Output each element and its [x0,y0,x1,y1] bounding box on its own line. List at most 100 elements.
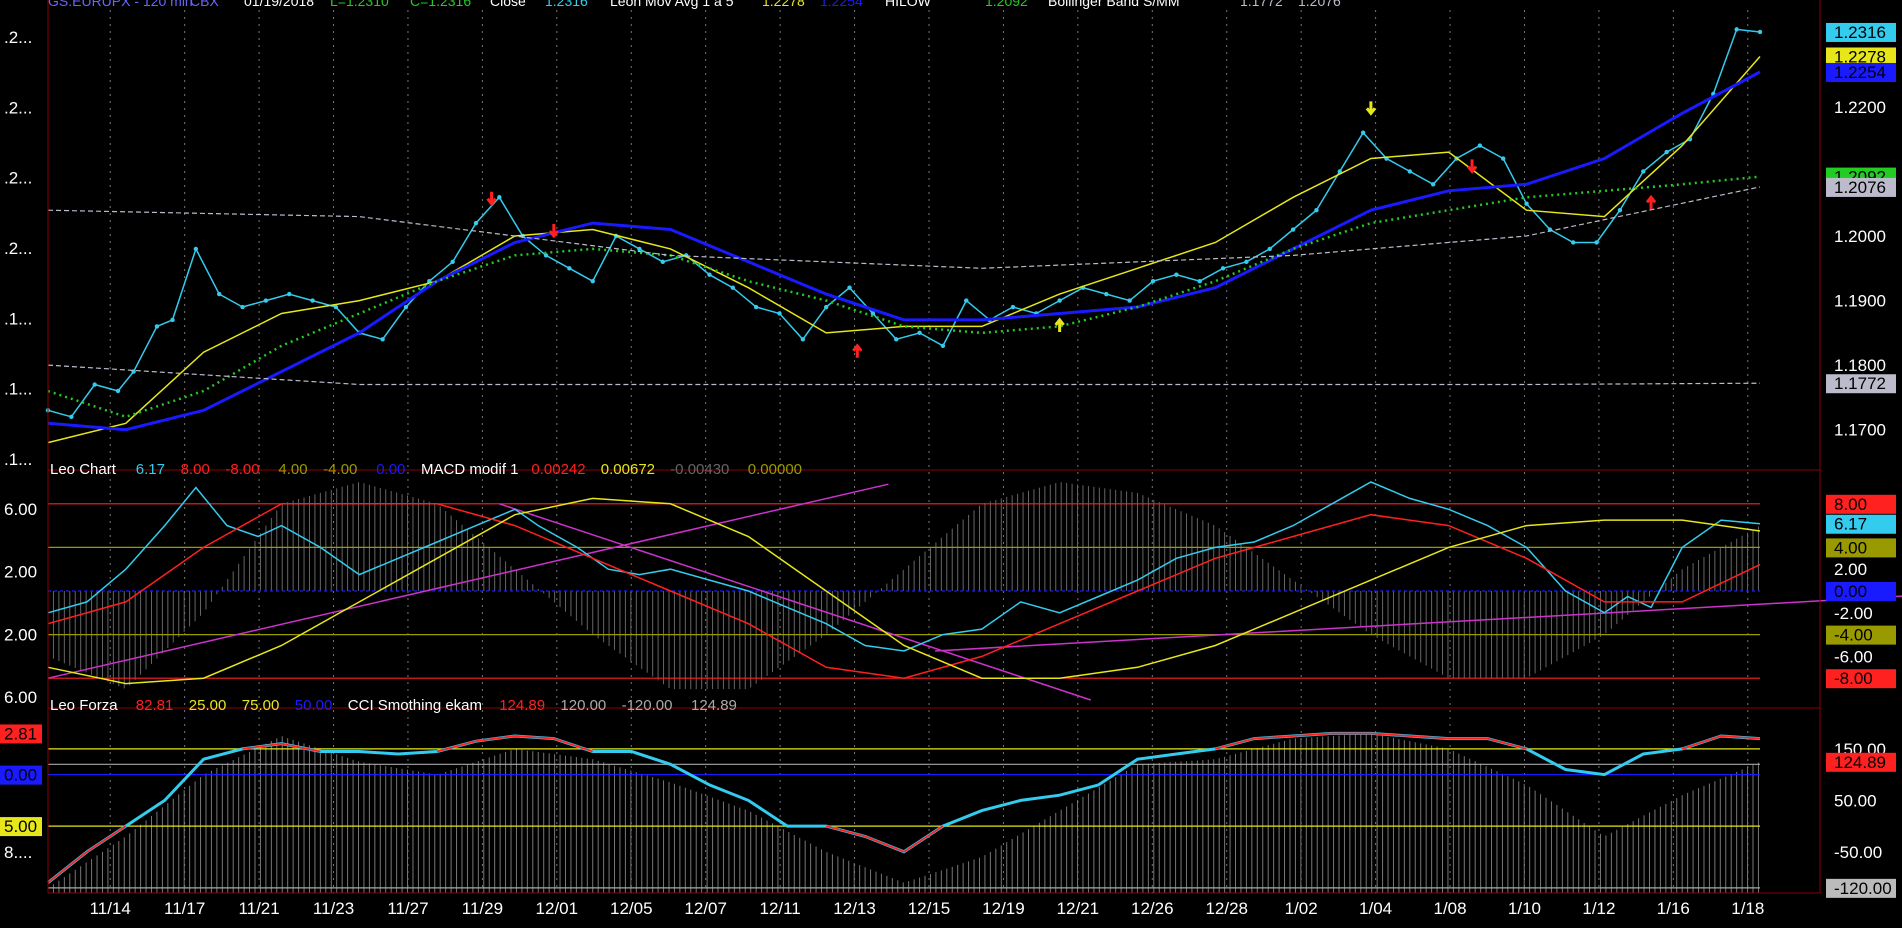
right-label-bg [1826,494,1896,514]
left-tick-label: .2... [4,239,32,258]
forza-extreme-segment [1254,735,1294,740]
legend-item: CCI Smothing ekam [348,697,482,714]
trendline [47,483,889,679]
legend-item: -0.00430 [670,461,729,478]
legend-item: Leo Forza [50,697,118,714]
y-tick-label: 1.1700 [1834,421,1886,440]
close-point [1430,182,1436,187]
close-point [1757,29,1763,35]
close-point [1501,156,1506,161]
forza-extreme-segment [242,742,282,750]
legend-item: 0.00 [376,461,405,478]
forza-extreme-segment [86,825,127,853]
x-tick-label: 12/11 [759,899,800,918]
x-tick-label: 12/13 [833,899,876,918]
right-label-bg [1826,625,1896,645]
close-point [823,304,829,310]
right-axis-label: -4.00 [1834,626,1873,645]
close-point [115,388,121,394]
close-point [263,298,269,303]
forza-extreme-segment [1215,737,1255,750]
close-point [1407,169,1413,174]
right-axis-label: -2.00 [1834,604,1873,623]
signal-arrow-down [548,224,559,239]
x-tick-label: 12/28 [1205,899,1248,918]
bb-v2: 1.2076 [1298,0,1341,9]
y-tick-label: 1.2200 [1834,98,1886,117]
close-point [894,337,899,342]
legend-item: 0.00672 [601,461,655,478]
legend-item: 6.17 [136,461,165,478]
close-point [450,259,455,265]
legend-item: 124.89 [691,697,737,714]
forza-extreme-segment [825,825,866,838]
signal-arrow-up [1645,194,1657,210]
right-axis-label: 1.2254 [1834,63,1886,82]
legend-item: -4.00 [323,461,357,478]
signal-arrow-up [852,343,863,358]
close-point [1127,298,1132,303]
right-label-bg [1826,582,1896,601]
x-tick-label: 12/07 [684,899,727,918]
right-axis-label: -8.00 [1834,669,1873,688]
legend-item: 0.00242 [531,461,585,478]
left-label-bg [0,724,42,744]
x-tick-label: 1/08 [1433,899,1466,918]
date-label: 01/19/2018 [244,0,314,9]
legend-item: Leo Chart [50,461,117,478]
x-tick-label: 12/05 [610,899,653,918]
right-label-bg [1826,514,1896,534]
left-tick-label: 6.00 [4,688,37,707]
x-tick-label: 11/21 [238,899,279,918]
right-axis-label: 50.00 [1834,791,1877,810]
forza-extreme-segment [514,735,554,740]
right-axis-label: 4.00 [1834,538,1867,557]
left-tick-label: 8.... [4,843,32,862]
right-label-bg [1826,669,1896,689]
close-point [1337,169,1342,174]
right-axis-label: 8.00 [1834,495,1867,514]
close-point [1290,227,1296,232]
series-line-1-2 [47,497,1761,685]
mov-avg-v1: 1.2278 [762,0,805,9]
forza-extreme-segment [1487,737,1527,750]
legend-item: 0.00000 [748,461,802,478]
legend-item: 82.81 [136,697,174,714]
close-point [287,291,292,297]
low-label: L=1.2310 [330,0,389,9]
x-tick-label: 1/18 [1731,899,1764,918]
right-label-bg [1826,878,1896,898]
left-tick-label: .2... [4,169,32,188]
close-point [1524,201,1529,206]
left-tick-label: .1... [4,380,32,399]
forza-extreme-segment [1293,732,1333,737]
close-point [964,298,969,303]
forza-extreme-segment [436,740,477,753]
legend-item: 25.00 [189,697,227,714]
close-point [730,285,735,290]
right-axis-label: 1.2278 [1834,47,1886,66]
forza-extreme-segment [1721,735,1761,740]
close-point [940,343,946,348]
price-header: GS.EURUPX - 120 min CBX 01/19/2018 L=1.2… [48,0,1341,9]
close-point [1244,259,1249,265]
right-axis-label: -50.00 [1834,843,1882,862]
x-tick-label: 12/01 [536,899,579,918]
symbol-label: GS.EURUPX - 120 min [48,0,193,9]
close-point [777,311,782,316]
close-point [1010,304,1016,310]
forza-extreme-segment [864,835,905,853]
close-point [240,304,245,310]
y-tick-label: 1.2000 [1834,227,1886,246]
close-point [1267,246,1272,252]
x-tick-label: 12/21 [1057,899,1100,918]
series-line-0-4 [47,186,1761,269]
close-point [567,266,572,271]
close-point [193,246,199,252]
left-tick-label: 2.00 [4,563,37,582]
left-tick-label: .2... [4,28,32,47]
x-tick-label: 1/02 [1285,899,1318,918]
close-point [707,272,712,277]
close-point [333,304,339,310]
